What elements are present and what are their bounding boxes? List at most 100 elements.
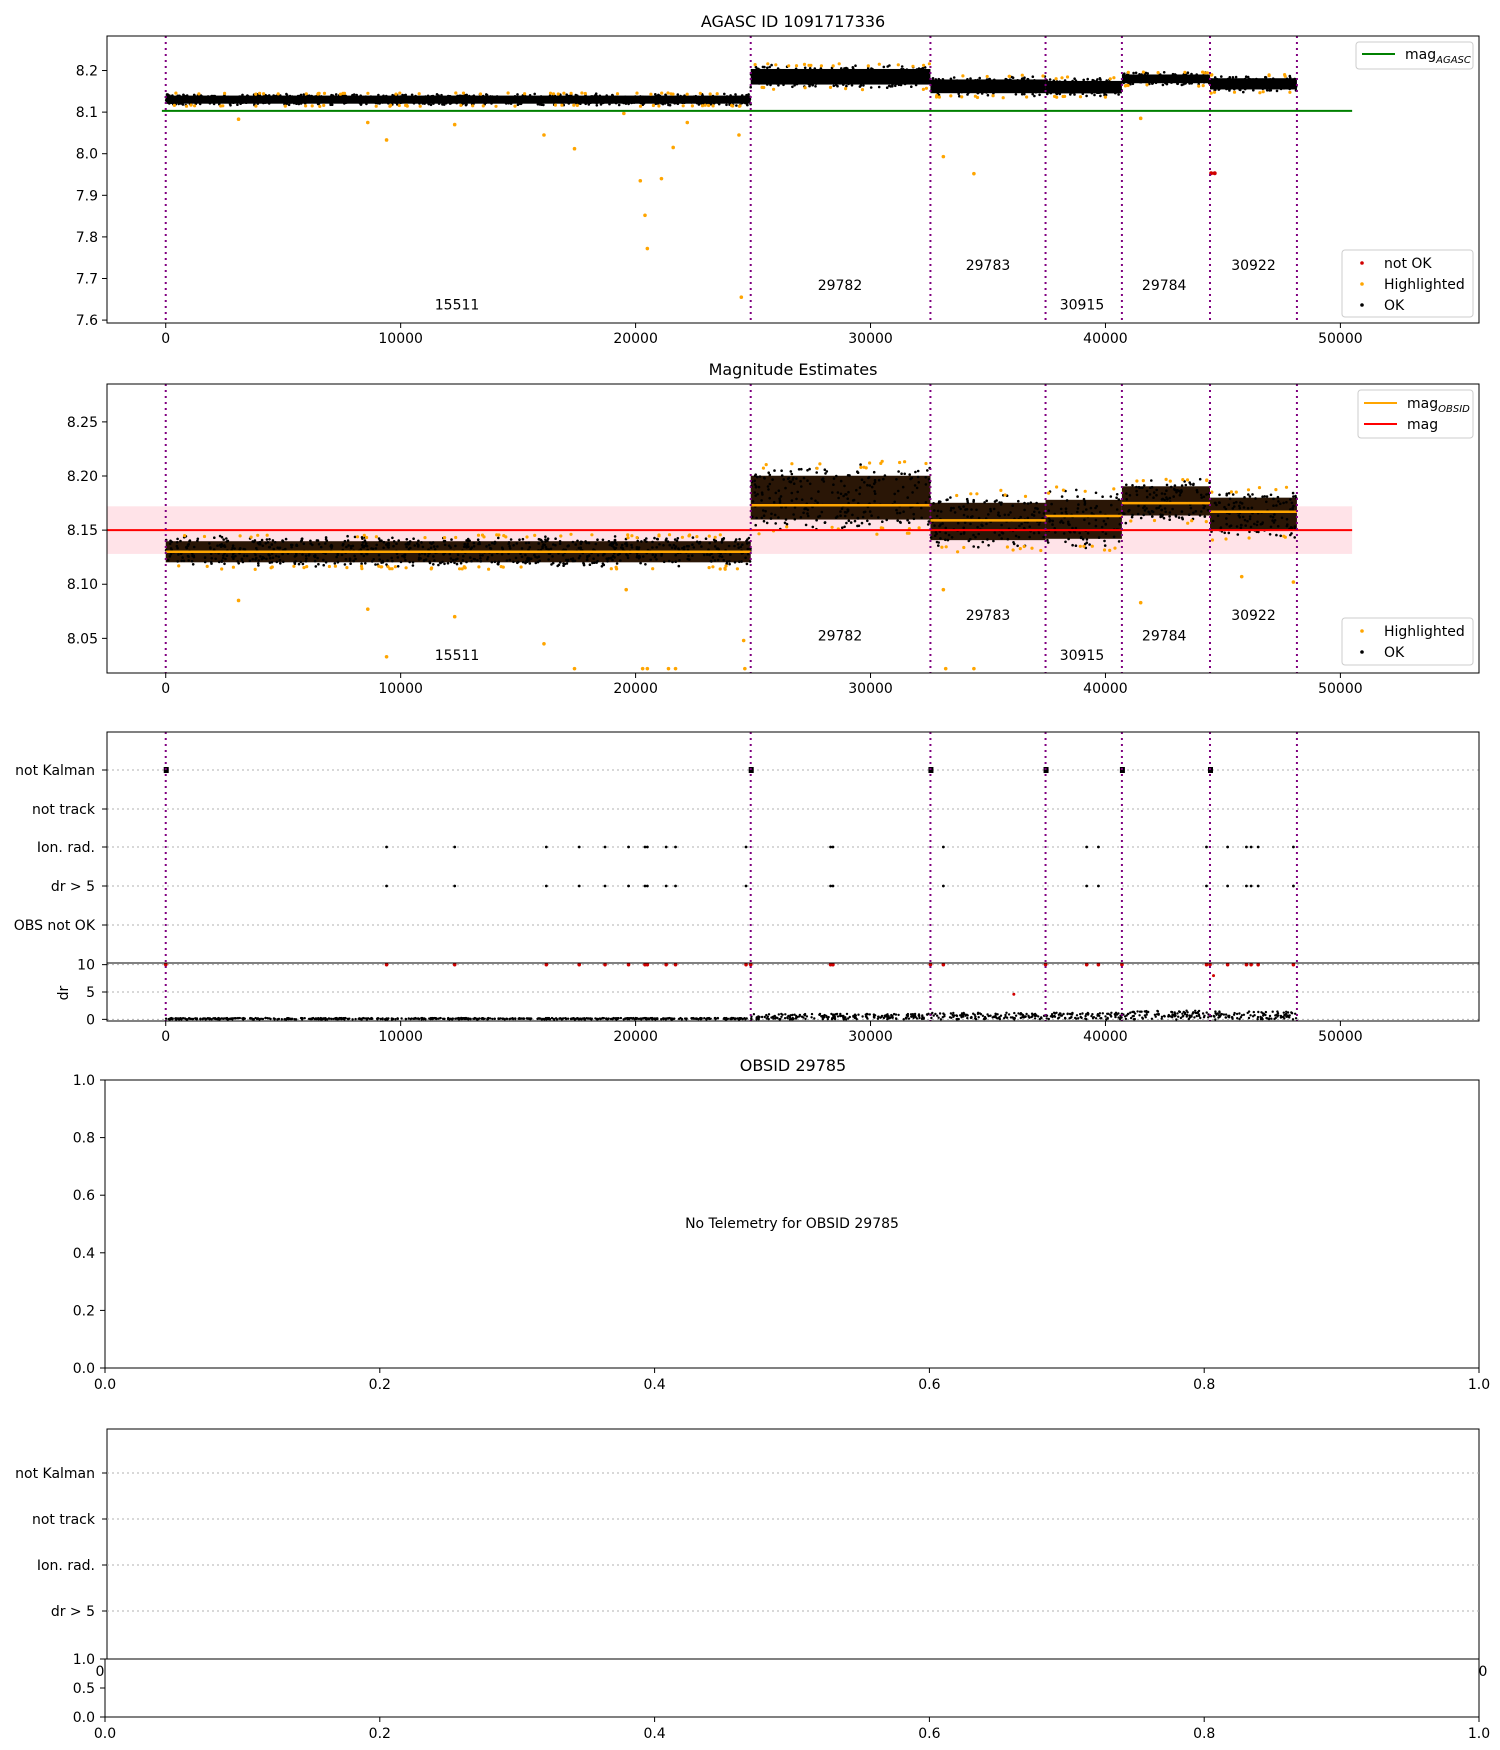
ok-point [912,512,915,516]
ok-point [388,97,391,100]
ok-point [909,506,912,509]
ok-point [1009,511,1012,514]
dr-point [276,1018,279,1021]
ok-point [1189,483,1192,486]
highlighted-point [384,654,389,659]
highlighted-point [249,535,253,539]
ok-point [711,99,714,102]
obsid-label: 15511 [435,648,480,664]
ok-point [220,100,223,103]
dr-point [733,1017,736,1021]
ok-point [305,557,308,560]
highlighted-point [551,92,556,96]
ok-point [598,98,602,102]
dr-point [201,1017,204,1021]
ok-point [392,544,395,548]
ok-point [1135,493,1139,497]
highlighted-point [360,567,364,571]
ok-point [836,515,839,518]
ok-point [512,560,515,564]
ok-point [972,500,975,504]
ok-point [825,76,829,80]
ok-point [691,554,694,557]
highlighted-point [1152,518,1157,523]
ok-point [269,95,273,99]
ok-point [1238,504,1241,508]
ok-point [317,562,320,566]
ok-point [431,541,435,544]
dr-point [607,1017,610,1020]
dr-point [952,1011,955,1015]
ok-point [1024,83,1027,87]
dr-point [508,1017,511,1021]
ok-point [962,526,965,530]
dr-point [915,1017,919,1020]
ok-point [574,543,577,546]
ok-point [234,554,237,558]
ok-point [871,67,874,71]
ok-point [1170,75,1173,79]
ok-point [292,101,296,105]
ok-point [977,545,980,549]
ok-point [1275,533,1278,537]
ok-point [220,560,224,563]
ok-point [524,553,527,557]
highlighted-point [590,533,594,537]
ok-point [1292,495,1295,498]
ok-point [1081,92,1085,95]
highlighted-point [231,565,235,569]
ok-point [1255,82,1258,85]
dr-point [370,1017,373,1020]
ok-point [528,94,532,97]
ok-point [1099,88,1102,91]
dr-point [868,1013,871,1016]
ok-point [972,533,975,537]
ok-point [456,94,459,98]
dr-point [1257,1010,1260,1014]
ok-point [454,558,458,561]
ok-point [925,79,928,82]
ok-point [549,547,553,551]
highlighted-point [1212,90,1217,94]
ok-point [260,538,264,542]
ok-point [999,82,1002,86]
ok-point [771,478,774,481]
ok-point [658,94,662,98]
ok-point [969,537,972,541]
ok-point [932,502,935,505]
ok-point [485,545,488,548]
ok-point [465,560,468,564]
dr5-marker [831,884,835,888]
highlighted-point [1007,74,1011,78]
ok-point [1155,488,1158,492]
dr5-marker [645,884,649,888]
ok-point [412,102,416,105]
ok-point [674,560,677,563]
highlighted-point [680,535,685,539]
ok-point [788,480,791,483]
ok-point [1060,495,1064,498]
ok-point [1206,509,1210,512]
ok-point [665,537,668,540]
not-ok-point [1212,171,1217,176]
ok-point [209,552,213,556]
ok-point [507,552,510,556]
ok-point [190,96,193,99]
ok-point [897,83,901,87]
ok-point [353,535,357,539]
ok-point [739,97,743,100]
ok-point [808,482,812,486]
ok-point [508,545,511,548]
ok-point [1172,495,1175,498]
dr-point [931,1011,934,1015]
ok-point [817,515,820,518]
ok-points-core [930,79,1046,94]
ok-point [637,546,641,549]
ok-point [613,535,617,538]
ok-point [558,542,562,545]
dr-point [1050,1013,1054,1016]
ok-point [1125,498,1128,501]
ok-point [1159,504,1162,508]
ok-point [728,560,731,563]
dr-point [650,1017,654,1020]
